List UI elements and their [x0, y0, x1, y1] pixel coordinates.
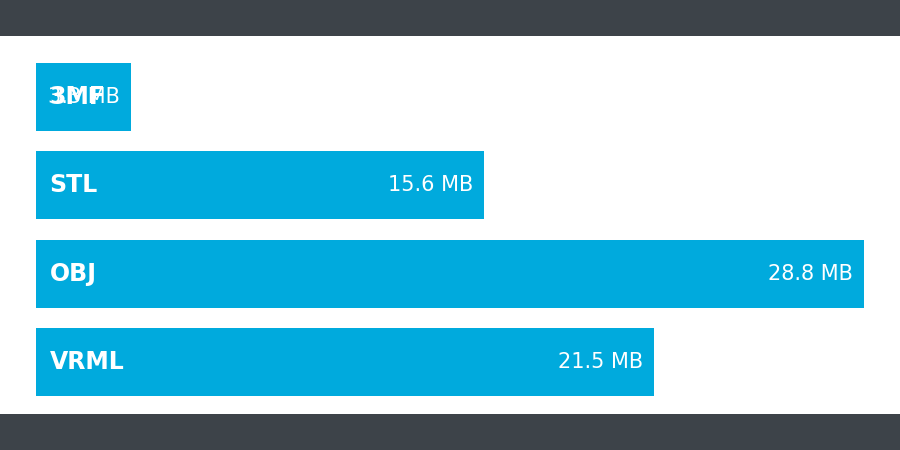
Text: VRML: VRML: [50, 350, 124, 374]
Text: 3MF: 3MF: [50, 85, 105, 109]
Text: 15.6 MB: 15.6 MB: [389, 176, 473, 195]
Text: 28.8 MB: 28.8 MB: [769, 264, 853, 284]
Bar: [36, 151, 484, 219]
Text: 3.3 MB: 3.3 MB: [49, 87, 120, 107]
Bar: [0, 36, 900, 414]
Text: 21.5 MB: 21.5 MB: [558, 352, 644, 372]
Bar: [36, 239, 864, 308]
Bar: [36, 328, 654, 396]
Text: OBJ: OBJ: [50, 261, 96, 286]
Text: STL: STL: [50, 173, 98, 198]
Bar: [36, 63, 130, 131]
